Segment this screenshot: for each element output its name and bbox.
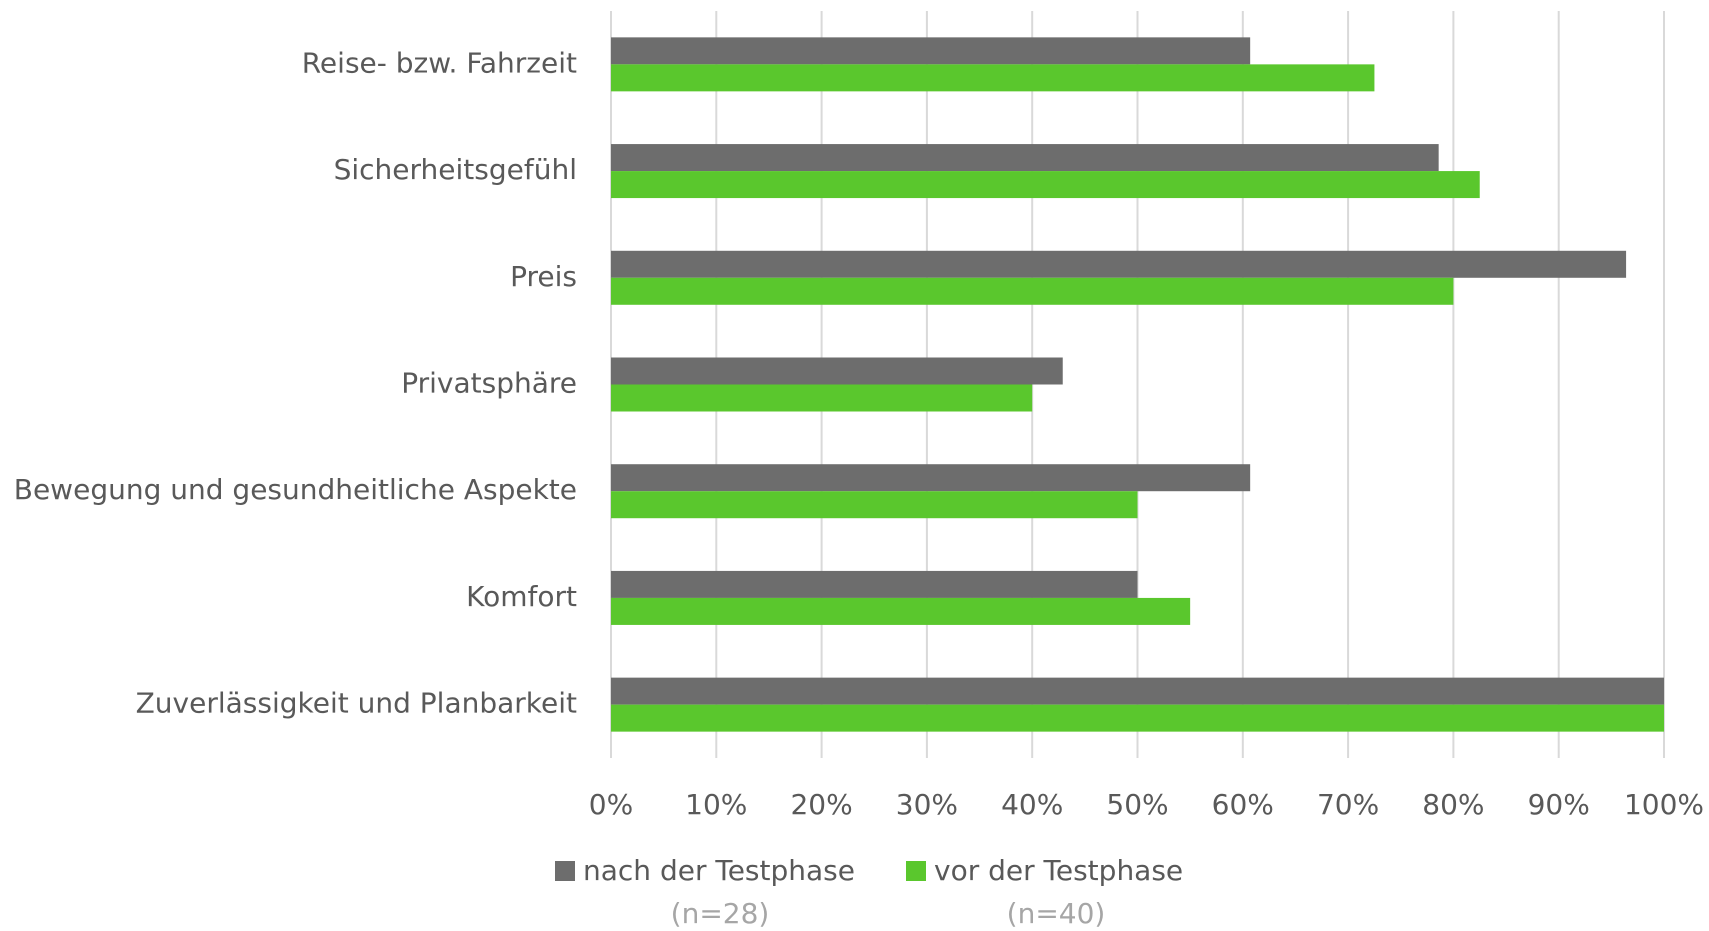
y-tick-label: Bewegung und gesundheitliche Aspekte bbox=[14, 473, 577, 506]
legend-sample: (n=28) bbox=[671, 897, 770, 930]
y-tick-label: Privatsphäre bbox=[401, 367, 577, 400]
x-tick-label: 20% bbox=[790, 788, 852, 821]
legend-label: nach der Testphase bbox=[583, 854, 855, 887]
bar bbox=[611, 597, 1191, 625]
bar bbox=[611, 570, 1138, 598]
bar bbox=[611, 464, 1251, 492]
x-tick-label: 40% bbox=[1001, 788, 1063, 821]
x-tick-label: 80% bbox=[1422, 788, 1484, 821]
x-tick-label: 30% bbox=[896, 788, 958, 821]
bar bbox=[611, 144, 1439, 172]
x-tick-label: 0% bbox=[589, 788, 633, 821]
legend-sample: (n=40) bbox=[1007, 897, 1106, 930]
bar bbox=[611, 277, 1454, 305]
bar bbox=[611, 250, 1627, 278]
bar bbox=[611, 491, 1138, 519]
bar bbox=[611, 704, 1664, 732]
x-tick-label: 50% bbox=[1106, 788, 1168, 821]
x-tick-label: 100% bbox=[1624, 788, 1704, 821]
bar bbox=[611, 357, 1063, 385]
y-tick-label: Sicherheitsgefühl bbox=[334, 153, 577, 186]
y-tick-label: Zuverlässigkeit und Planbarkeit bbox=[136, 687, 577, 720]
x-tick-label: 60% bbox=[1212, 788, 1274, 821]
bar bbox=[611, 677, 1664, 705]
bar bbox=[611, 171, 1480, 199]
legend-swatch bbox=[906, 861, 926, 881]
bar bbox=[611, 37, 1251, 65]
x-tick-label: 10% bbox=[685, 788, 747, 821]
x-tick-label: 70% bbox=[1317, 788, 1379, 821]
y-tick-label: Preis bbox=[510, 260, 577, 293]
x-tick-label: 90% bbox=[1528, 788, 1590, 821]
bar bbox=[611, 384, 1033, 412]
bar bbox=[611, 64, 1375, 92]
legend-label: vor der Testphase bbox=[934, 854, 1183, 887]
legend-swatch bbox=[555, 861, 575, 881]
y-tick-label: Komfort bbox=[466, 580, 577, 613]
y-tick-label: Reise- bzw. Fahrzeit bbox=[302, 46, 577, 79]
